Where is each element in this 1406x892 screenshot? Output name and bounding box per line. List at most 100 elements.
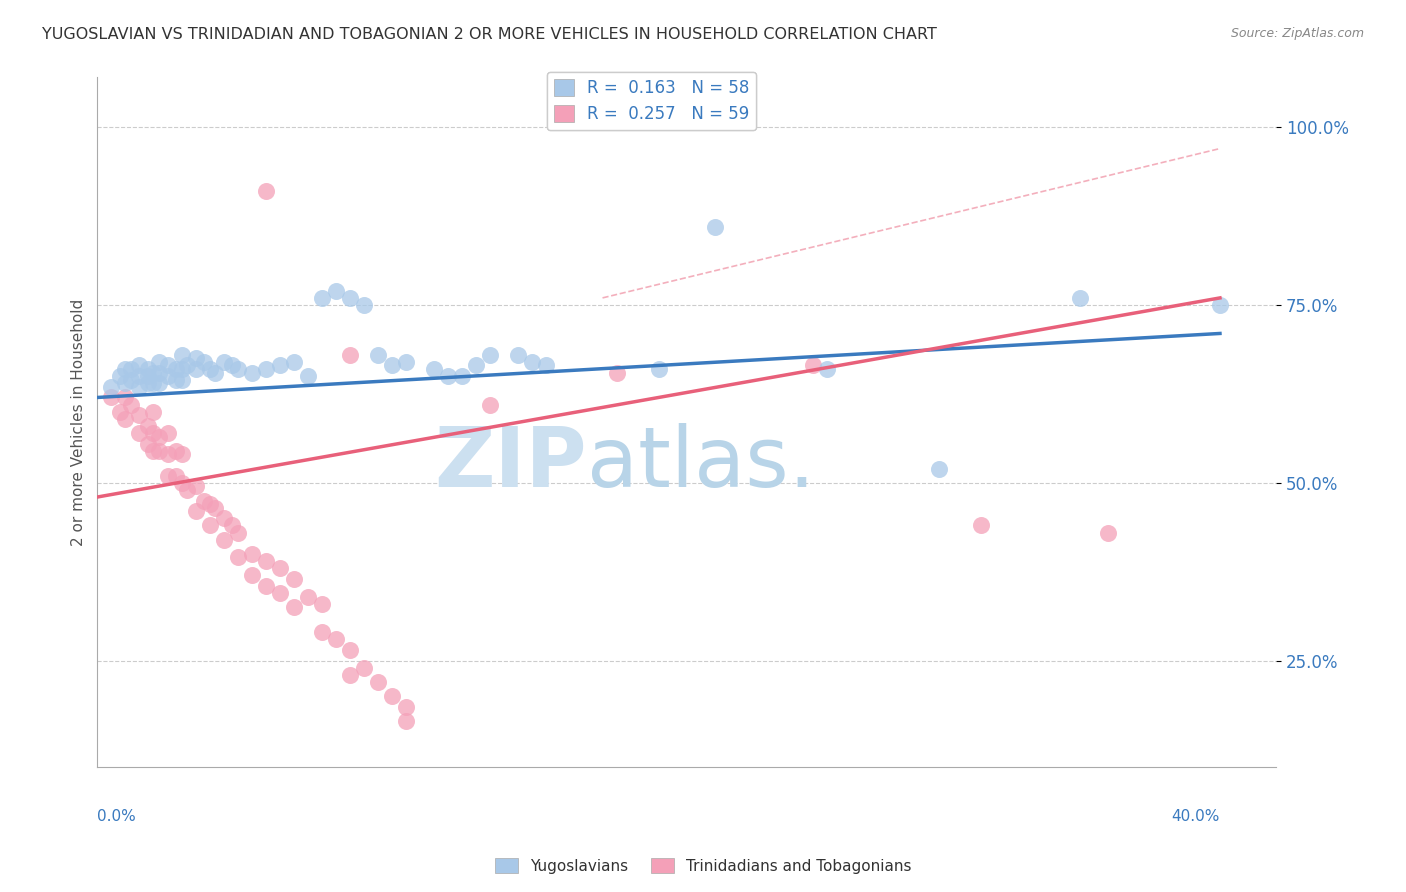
- Point: [204, 500, 226, 515]
- Point: [240, 568, 263, 582]
- Point: [142, 425, 165, 440]
- Point: [165, 362, 187, 376]
- Point: [148, 355, 170, 369]
- Point: [1069, 291, 1091, 305]
- Point: [184, 351, 207, 366]
- Point: [647, 362, 669, 376]
- Point: [176, 359, 198, 373]
- Point: [128, 425, 150, 440]
- Text: 0.0%: 0.0%: [97, 809, 136, 823]
- Point: [522, 355, 544, 369]
- Legend: Yugoslavians, Trinidadians and Tobagonians: Yugoslavians, Trinidadians and Tobagonia…: [488, 852, 918, 880]
- Point: [970, 518, 993, 533]
- Point: [479, 398, 502, 412]
- Point: [928, 461, 950, 475]
- Point: [114, 362, 136, 376]
- Point: [148, 443, 170, 458]
- Point: [156, 359, 179, 373]
- Point: [170, 373, 193, 387]
- Point: [221, 359, 243, 373]
- Point: [815, 362, 838, 376]
- Point: [142, 376, 165, 391]
- Point: [212, 533, 235, 547]
- Point: [226, 525, 249, 540]
- Point: [170, 362, 193, 376]
- Point: [465, 359, 488, 373]
- Point: [801, 359, 824, 373]
- Point: [1209, 298, 1232, 312]
- Point: [142, 443, 165, 458]
- Point: [297, 369, 319, 384]
- Point: [100, 380, 122, 394]
- Point: [311, 597, 333, 611]
- Point: [212, 511, 235, 525]
- Point: [254, 362, 277, 376]
- Point: [148, 376, 170, 391]
- Point: [339, 643, 361, 657]
- Text: atlas.: atlas.: [586, 423, 815, 504]
- Point: [221, 518, 243, 533]
- Point: [170, 447, 193, 461]
- Point: [170, 348, 193, 362]
- Point: [254, 579, 277, 593]
- Text: ZIP: ZIP: [434, 423, 586, 504]
- Point: [254, 554, 277, 568]
- Point: [437, 369, 460, 384]
- Point: [339, 291, 361, 305]
- Point: [269, 359, 291, 373]
- Point: [311, 625, 333, 640]
- Point: [226, 362, 249, 376]
- Point: [165, 443, 187, 458]
- Text: YUGOSLAVIAN VS TRINIDADIAN AND TOBAGONIAN 2 OR MORE VEHICLES IN HOUSEHOLD CORREL: YUGOSLAVIAN VS TRINIDADIAN AND TOBAGONIA…: [42, 27, 936, 42]
- Point: [339, 348, 361, 362]
- Point: [156, 369, 179, 384]
- Point: [108, 369, 131, 384]
- Point: [184, 504, 207, 518]
- Point: [136, 376, 159, 391]
- Point: [120, 373, 142, 387]
- Point: [156, 447, 179, 461]
- Point: [100, 391, 122, 405]
- Point: [240, 366, 263, 380]
- Text: Source: ZipAtlas.com: Source: ZipAtlas.com: [1230, 27, 1364, 40]
- Point: [198, 362, 221, 376]
- Point: [120, 362, 142, 376]
- Point: [325, 632, 347, 647]
- Point: [212, 355, 235, 369]
- Point: [128, 409, 150, 423]
- Point: [606, 366, 628, 380]
- Point: [142, 366, 165, 380]
- Point: [108, 405, 131, 419]
- Point: [193, 355, 215, 369]
- Point: [136, 418, 159, 433]
- Point: [381, 359, 404, 373]
- Point: [1097, 525, 1119, 540]
- Point: [381, 689, 404, 703]
- Point: [269, 586, 291, 600]
- Point: [128, 380, 150, 394]
- Point: [283, 572, 305, 586]
- Point: [395, 699, 418, 714]
- Point: [114, 412, 136, 426]
- Point: [367, 674, 389, 689]
- Point: [136, 362, 159, 376]
- Point: [311, 291, 333, 305]
- Point: [367, 348, 389, 362]
- Point: [536, 359, 558, 373]
- Point: [148, 429, 170, 443]
- Point: [226, 550, 249, 565]
- Point: [198, 497, 221, 511]
- Point: [136, 436, 159, 450]
- Point: [423, 362, 446, 376]
- Point: [176, 483, 198, 497]
- Point: [156, 468, 179, 483]
- Point: [170, 475, 193, 490]
- Point: [184, 479, 207, 493]
- Point: [193, 493, 215, 508]
- Point: [479, 348, 502, 362]
- Point: [128, 359, 150, 373]
- Point: [269, 561, 291, 575]
- Point: [128, 369, 150, 384]
- Point: [254, 184, 277, 198]
- Point: [165, 373, 187, 387]
